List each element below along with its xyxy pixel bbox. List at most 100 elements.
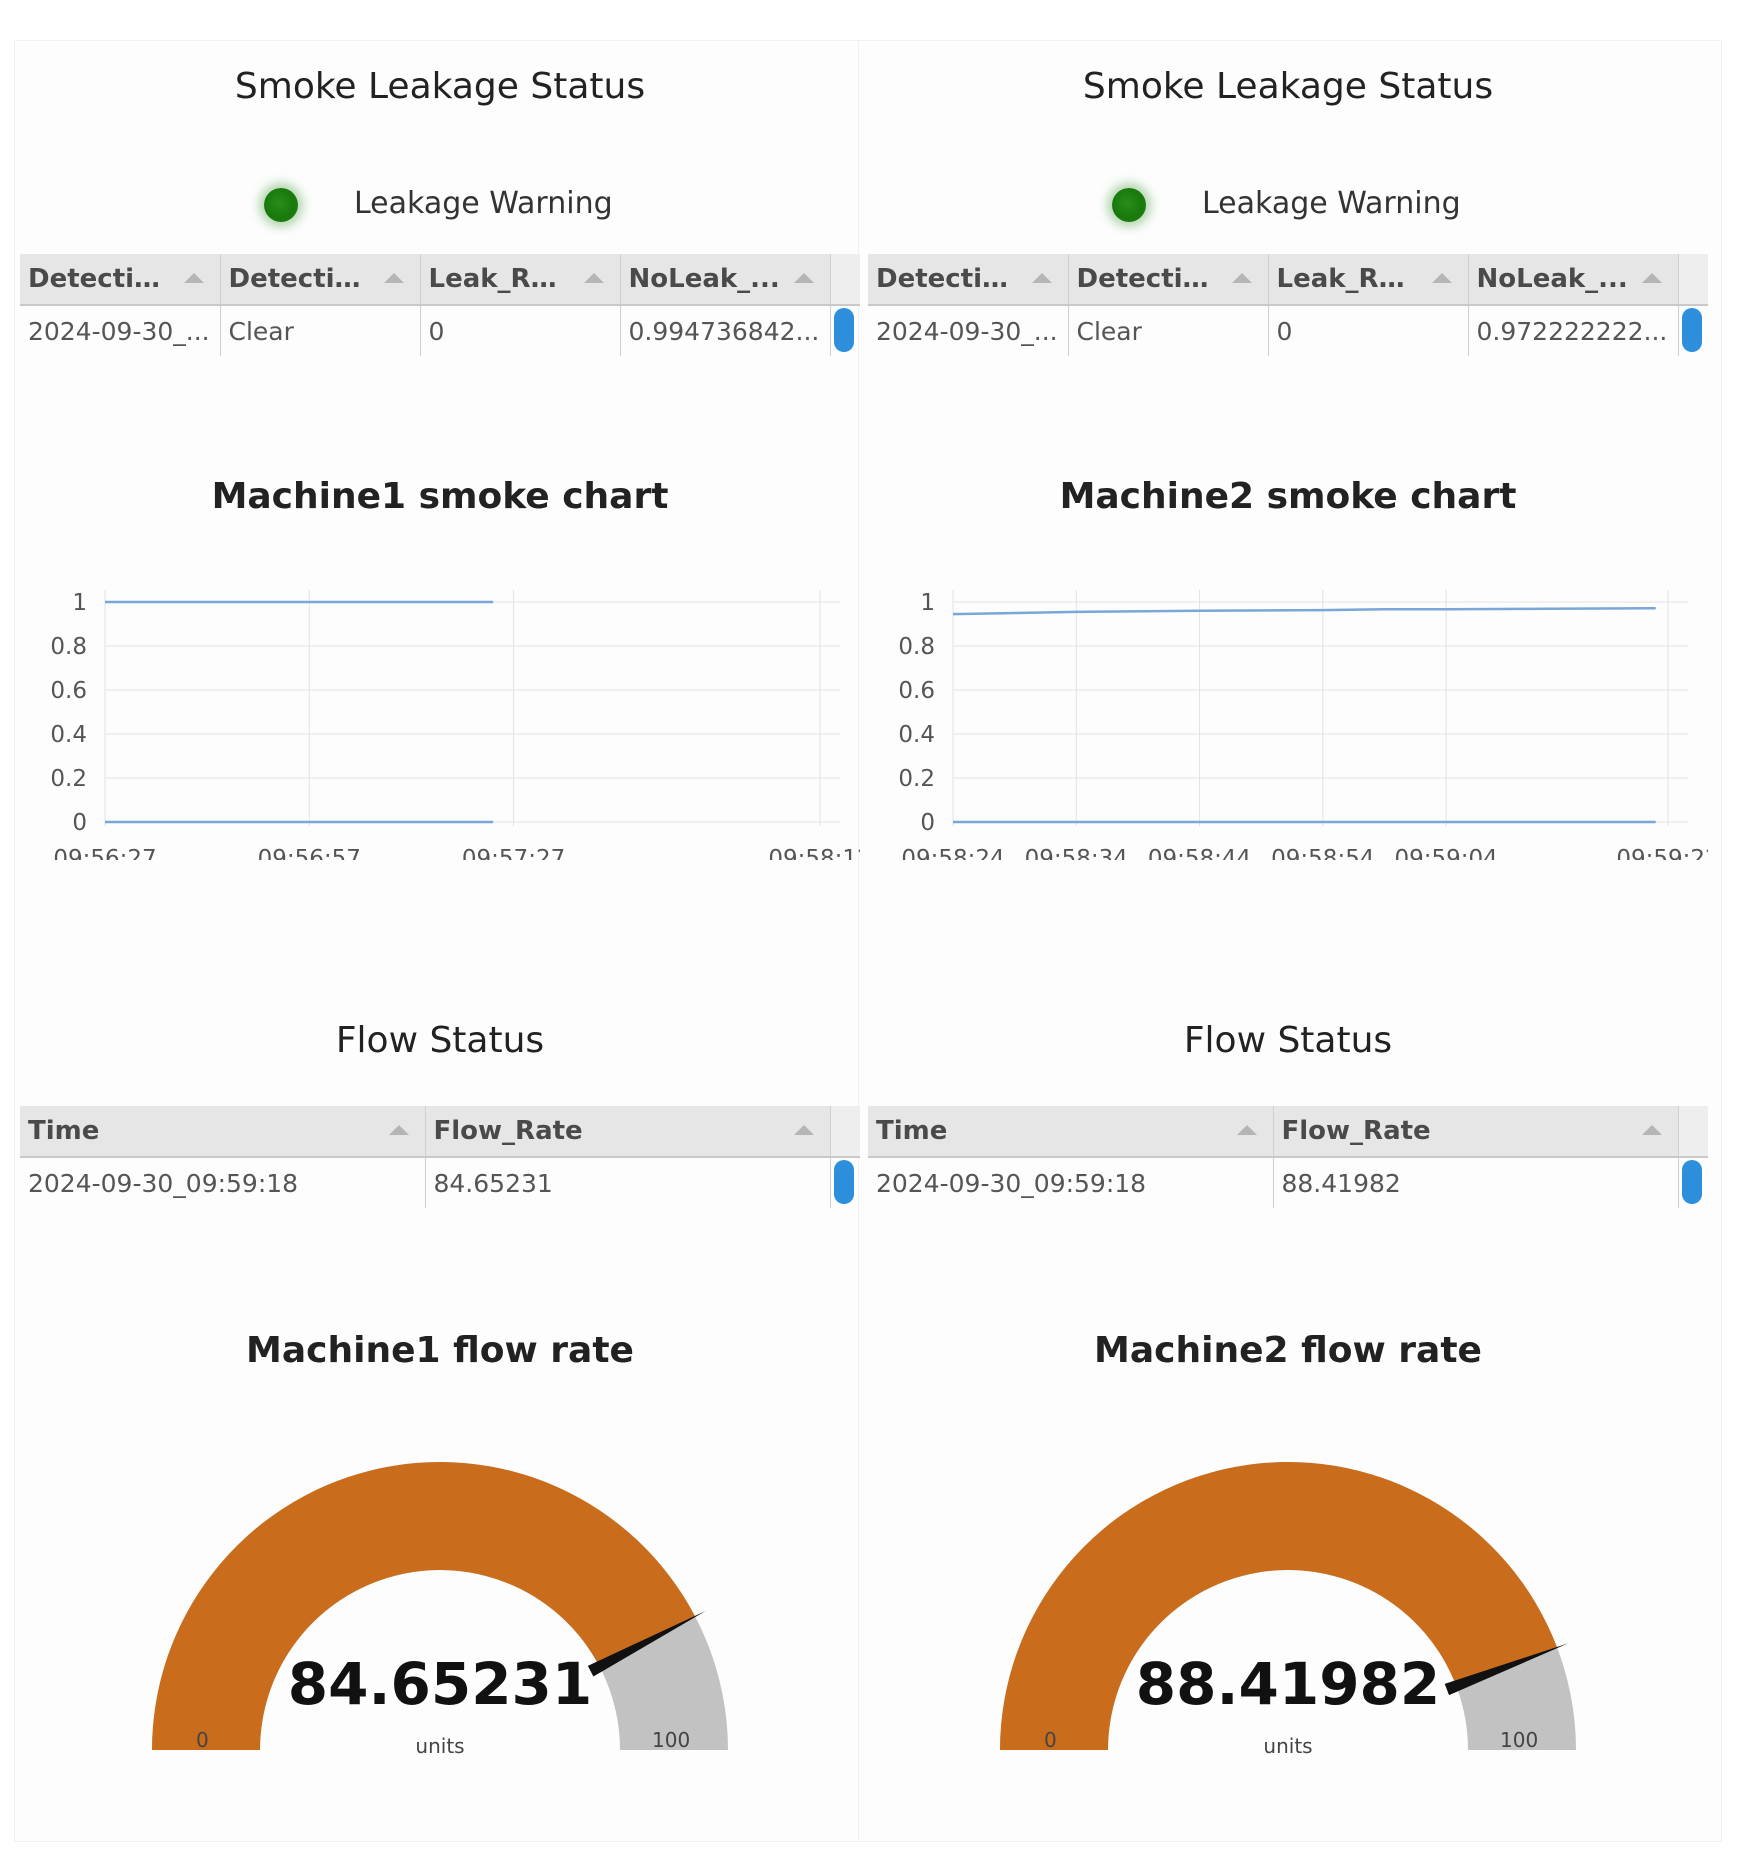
leakage-indicator: Leakage Warning (20, 170, 860, 240)
scrollbar-track[interactable] (1678, 305, 1708, 356)
sort-arrow-icon[interactable] (793, 273, 814, 283)
gauge-title: Machine1 flow rate (246, 1330, 634, 1371)
leakage-warning-label: Leakage Warning (354, 186, 613, 221)
y-tick-label: 0.8 (50, 634, 87, 660)
gauge-min-label: 0 (1044, 1728, 1057, 1752)
scrollbar-thumb[interactable] (1681, 1160, 1702, 1204)
x-tick-label: 09:56:27 (53, 846, 156, 860)
x-tick-label: 09:57:27 (462, 846, 565, 860)
gauge-value: 88.41982 (1135, 1650, 1441, 1718)
sort-arrow-icon[interactable] (1641, 1125, 1662, 1135)
sort-arrow-icon[interactable] (1031, 273, 1052, 283)
table-cell: Clear (220, 305, 421, 356)
machine2-flow-gauge (1000, 1462, 1576, 1750)
chart-title: Machine2 smoke chart (1059, 476, 1517, 517)
gauge-needle (587, 1610, 706, 1677)
smoke-status-title: Smoke Leakage Status (234, 66, 646, 107)
table-row[interactable]: 2024-09-30_... Clear 0 0.972222222... (868, 305, 1708, 356)
status-led-icon (264, 188, 298, 222)
y-tick-label: 0.6 (898, 678, 935, 704)
leakage-indicator: Leakage Warning (868, 170, 1708, 240)
table-cell: 0.972222222... (1468, 305, 1679, 356)
scrollbar-header (830, 254, 860, 306)
table-row[interactable]: 2024-09-30_09:59:18 84.65231 (20, 1157, 860, 1208)
table-cell: 2024-09-30_... (20, 305, 221, 356)
y-tick-label: 0 (920, 810, 935, 836)
y-tick-label: 1 (920, 590, 935, 616)
sort-arrow-icon[interactable] (1231, 273, 1252, 283)
sort-arrow-icon[interactable] (583, 273, 604, 283)
table-cell: 0 (420, 305, 621, 356)
table-row[interactable]: 2024-09-30_09:59:18 88.41982 (868, 1157, 1708, 1208)
flow-status-table: Time Flow_Rate 2024-09-30_09:59:18 84.65… (20, 1106, 860, 1208)
column-header-detection-time[interactable]: Detectio... (20, 254, 221, 306)
x-tick-label: 09:56:57 (258, 846, 361, 860)
table-row[interactable]: 2024-09-30_... Clear 0 0.994736842... (20, 305, 860, 356)
column-header-detection-result[interactable]: Detectio... (220, 254, 421, 306)
status-led-icon (1112, 188, 1146, 222)
leakage-warning-label: Leakage Warning (1202, 186, 1461, 221)
table-cell: 88.41982 (1273, 1157, 1679, 1208)
column-header-time[interactable]: Time (20, 1106, 426, 1158)
x-tick-label: 09:58:54 (1271, 846, 1374, 860)
scrollbar-thumb[interactable] (1681, 308, 1702, 352)
column-header-time[interactable]: Time (868, 1106, 1274, 1158)
scrollbar-track[interactable] (830, 1157, 860, 1208)
column-header-noleak-rate[interactable]: NoLeak_... (1468, 254, 1679, 306)
gauge-fill (1000, 1462, 1558, 1750)
gauge-min-label: 0 (196, 1728, 209, 1752)
sort-arrow-icon[interactable] (1641, 273, 1662, 283)
x-tick-label: 09:58:44 (1148, 846, 1251, 860)
machine1-column: Smoke Leakage Status Leakage Warning Det… (20, 40, 860, 1840)
y-tick-label: 0.2 (898, 766, 935, 792)
table-cell: 2024-09-30_09:59:18 (868, 1157, 1274, 1208)
column-header-leak-rate[interactable]: Leak_Ra... (420, 254, 621, 306)
smoke-status-table: Detectio... Detectio... Leak_Ra... NoLea… (868, 254, 1708, 356)
series-line (952, 606, 1656, 616)
y-tick-label: 0.8 (898, 634, 935, 660)
x-tick-label: 09:59:22 (1616, 846, 1708, 860)
sort-arrow-icon[interactable] (388, 1125, 409, 1135)
sort-arrow-icon[interactable] (793, 1125, 814, 1135)
table-cell: 84.65231 (425, 1157, 831, 1208)
sort-arrow-icon[interactable] (1431, 273, 1452, 283)
scrollbar-header (1678, 254, 1708, 306)
smoke-status-table: Detectio... Detectio... Leak_Ra... NoLea… (20, 254, 860, 356)
gauge-max-label: 100 (652, 1728, 691, 1752)
flow-status-title: Flow Status (335, 1020, 545, 1061)
x-tick-label: 09:58:24 (901, 846, 1004, 860)
column-header-detection-result[interactable]: Detectio... (1068, 254, 1269, 306)
scrollbar-track[interactable] (1678, 1157, 1708, 1208)
scrollbar-thumb[interactable] (833, 1160, 854, 1204)
table-cell: 2024-09-30_... (868, 305, 1069, 356)
y-tick-label: 0.4 (50, 722, 87, 748)
x-tick-label: 09:59:04 (1394, 846, 1497, 860)
scrollbar-thumb[interactable] (833, 308, 854, 352)
sort-arrow-icon[interactable] (183, 273, 204, 283)
column-header-flow-rate[interactable]: Flow_Rate (425, 1106, 831, 1158)
machine2-column: Smoke Leakage Status Leakage Warning Det… (868, 40, 1708, 1840)
column-header-leak-rate[interactable]: Leak_Ra... (1268, 254, 1469, 306)
scrollbar-header (1678, 1106, 1708, 1158)
flow-status-title: Flow Status (1183, 1020, 1393, 1061)
scrollbar-track[interactable] (830, 305, 860, 356)
column-header-flow-rate[interactable]: Flow_Rate (1273, 1106, 1679, 1158)
table-cell: Clear (1068, 305, 1269, 356)
sort-arrow-icon[interactable] (1236, 1125, 1257, 1135)
y-tick-label: 0 (72, 810, 87, 836)
table-cell: 0 (1268, 305, 1469, 356)
gauge-fill (152, 1462, 696, 1750)
table-cell: 2024-09-30_09:59:18 (20, 1157, 426, 1208)
sort-arrow-icon[interactable] (383, 273, 404, 283)
y-tick-label: 0.2 (50, 766, 87, 792)
column-header-detection-time[interactable]: Detectio... (868, 254, 1069, 306)
table-cell: 0.994736842... (620, 305, 831, 356)
gauge-units: units (415, 1734, 465, 1758)
machine1-smoke-chart: 0 0.2 0.4 0.6 0.8 1 09:56:27 09:56:57 09:57:27 09… (50, 590, 860, 860)
scrollbar-header (830, 1106, 860, 1158)
column-header-noleak-rate[interactable]: NoLeak_... (620, 254, 831, 306)
machine1-flow-gauge (152, 1462, 728, 1750)
smoke-status-title: Smoke Leakage Status (1082, 66, 1494, 107)
gauge-max-label: 100 (1500, 1728, 1539, 1752)
gauge-needle (1444, 1643, 1569, 1696)
